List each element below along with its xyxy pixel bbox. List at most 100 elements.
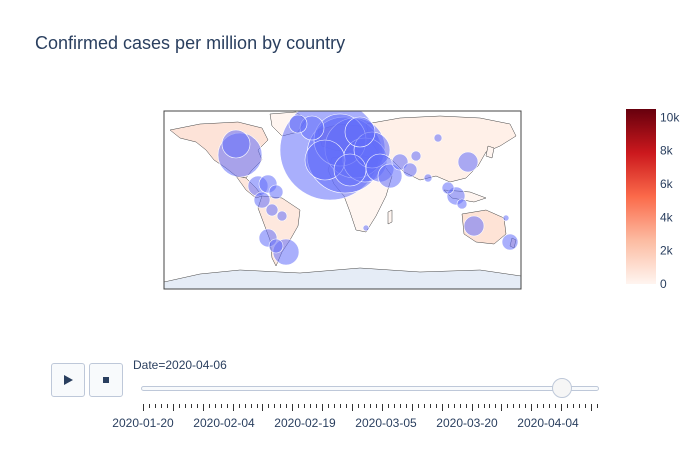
bubble <box>441 181 455 195</box>
slider-tick <box>208 404 210 408</box>
bubble <box>463 215 485 237</box>
slider-tick <box>370 404 371 408</box>
slider-tick <box>346 404 348 408</box>
bubble <box>268 184 284 200</box>
play-icon <box>64 375 73 385</box>
slider-tick <box>268 404 270 408</box>
slider-tick <box>202 404 204 411</box>
slider-tick <box>567 404 569 408</box>
bubble <box>457 151 479 173</box>
slider-tick <box>148 404 150 408</box>
play-button[interactable] <box>51 363 85 397</box>
slider-tick-label: 2020-02-04 <box>193 416 255 430</box>
slider-tick <box>244 404 246 408</box>
slider-tick <box>214 404 216 408</box>
colorbar-ticks: 0 2k 4k 6k 8k 10k <box>660 110 680 291</box>
slider-tick <box>387 404 389 408</box>
slider-tick <box>591 404 593 411</box>
slider-ticks <box>141 404 599 412</box>
bubble <box>253 191 271 209</box>
colorbar-tick-label: 0 <box>660 277 667 291</box>
slider-tick <box>393 404 395 408</box>
bubbles <box>217 111 519 266</box>
slider-tick <box>375 404 377 408</box>
bubble <box>268 238 284 254</box>
slider-tick <box>417 404 419 408</box>
slider-tick <box>226 404 228 408</box>
slider-handle[interactable] <box>552 378 573 398</box>
bubble <box>410 150 422 162</box>
slider-tick <box>250 404 252 408</box>
slider-tick <box>358 404 360 408</box>
slider-tick <box>154 404 156 408</box>
slider-tick <box>441 404 443 411</box>
slider-tick <box>334 404 336 408</box>
slider-tick <box>459 404 461 408</box>
slider-tick <box>262 404 264 411</box>
slider-tick-label: 2020-04-04 <box>517 416 579 430</box>
slider-tick <box>507 404 509 408</box>
slider-tick <box>322 404 324 411</box>
current-frame-label: Date=2020-04-06 <box>133 358 227 372</box>
colorbar-tick-label: 4k <box>660 210 674 224</box>
slider-tick <box>423 404 425 408</box>
slider-tick <box>531 404 533 411</box>
colorbar <box>626 109 656 284</box>
slider-tick <box>280 404 282 408</box>
slider-tick <box>166 404 168 408</box>
bubble <box>502 214 510 222</box>
bubble <box>456 198 468 210</box>
bubble <box>402 162 418 178</box>
slider-tick <box>328 404 330 408</box>
bubble <box>288 114 308 134</box>
bubble <box>333 153 367 187</box>
slider-tick <box>525 404 527 408</box>
slider-tick-label: 2020-03-05 <box>355 416 417 430</box>
slider-tick <box>238 404 240 408</box>
slider-tick <box>381 404 383 411</box>
slider-tick <box>477 404 479 408</box>
madagascar-shape <box>387 209 393 225</box>
slider-tick-label: 2020-02-19 <box>274 416 336 430</box>
slider-tick <box>471 404 473 411</box>
slider-tick <box>274 404 276 408</box>
bubble <box>221 129 251 159</box>
map-area <box>164 111 521 289</box>
chart-title: Confirmed cases per million by country <box>35 33 346 53</box>
bubble <box>423 173 433 183</box>
slider-tick <box>304 404 306 408</box>
slider-tick <box>196 404 198 408</box>
slider-tick <box>256 404 258 408</box>
bubble <box>276 210 288 222</box>
bubble <box>265 203 279 217</box>
slider-tick <box>489 404 491 408</box>
slider-tick <box>537 404 539 408</box>
colorbar-tick-label: 2k <box>660 244 674 258</box>
japan-shape <box>485 145 495 159</box>
slider-tick <box>429 404 431 408</box>
slider-tick <box>543 404 545 408</box>
stop-button[interactable] <box>89 363 123 397</box>
slider-tick <box>316 404 318 408</box>
slider-tick <box>453 404 455 408</box>
slider-tick <box>411 404 413 411</box>
slider-tick <box>190 404 192 408</box>
slider-rail[interactable] <box>141 386 599 391</box>
slider-tick <box>292 404 294 411</box>
antarctica-shape <box>164 267 521 289</box>
slider-tick <box>513 404 515 408</box>
slider-tick <box>495 404 497 408</box>
slider-tick-label: 2020-01-20 <box>112 416 174 430</box>
slider-tick <box>340 404 342 408</box>
slider-tick <box>519 404 521 408</box>
colorbar-tick-label: 8k <box>660 144 674 158</box>
stop-icon <box>103 377 109 383</box>
slider-tick <box>160 404 162 408</box>
slider-tick <box>310 404 312 408</box>
map-frame <box>163 110 522 290</box>
slider-tick <box>579 404 581 408</box>
bubble <box>501 233 519 251</box>
slider-tick-label: 2020-03-20 <box>436 416 498 430</box>
slider-tick <box>143 404 144 411</box>
